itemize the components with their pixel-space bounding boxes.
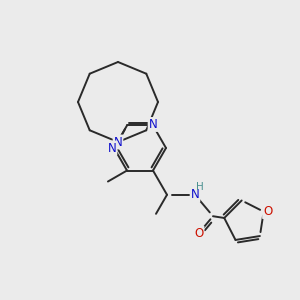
- Text: N: N: [108, 142, 116, 154]
- Text: O: O: [194, 226, 203, 240]
- Text: N: N: [148, 118, 158, 131]
- Text: O: O: [263, 205, 272, 218]
- Text: N: N: [190, 188, 200, 201]
- Text: H: H: [196, 182, 204, 192]
- Text: N: N: [114, 136, 122, 148]
